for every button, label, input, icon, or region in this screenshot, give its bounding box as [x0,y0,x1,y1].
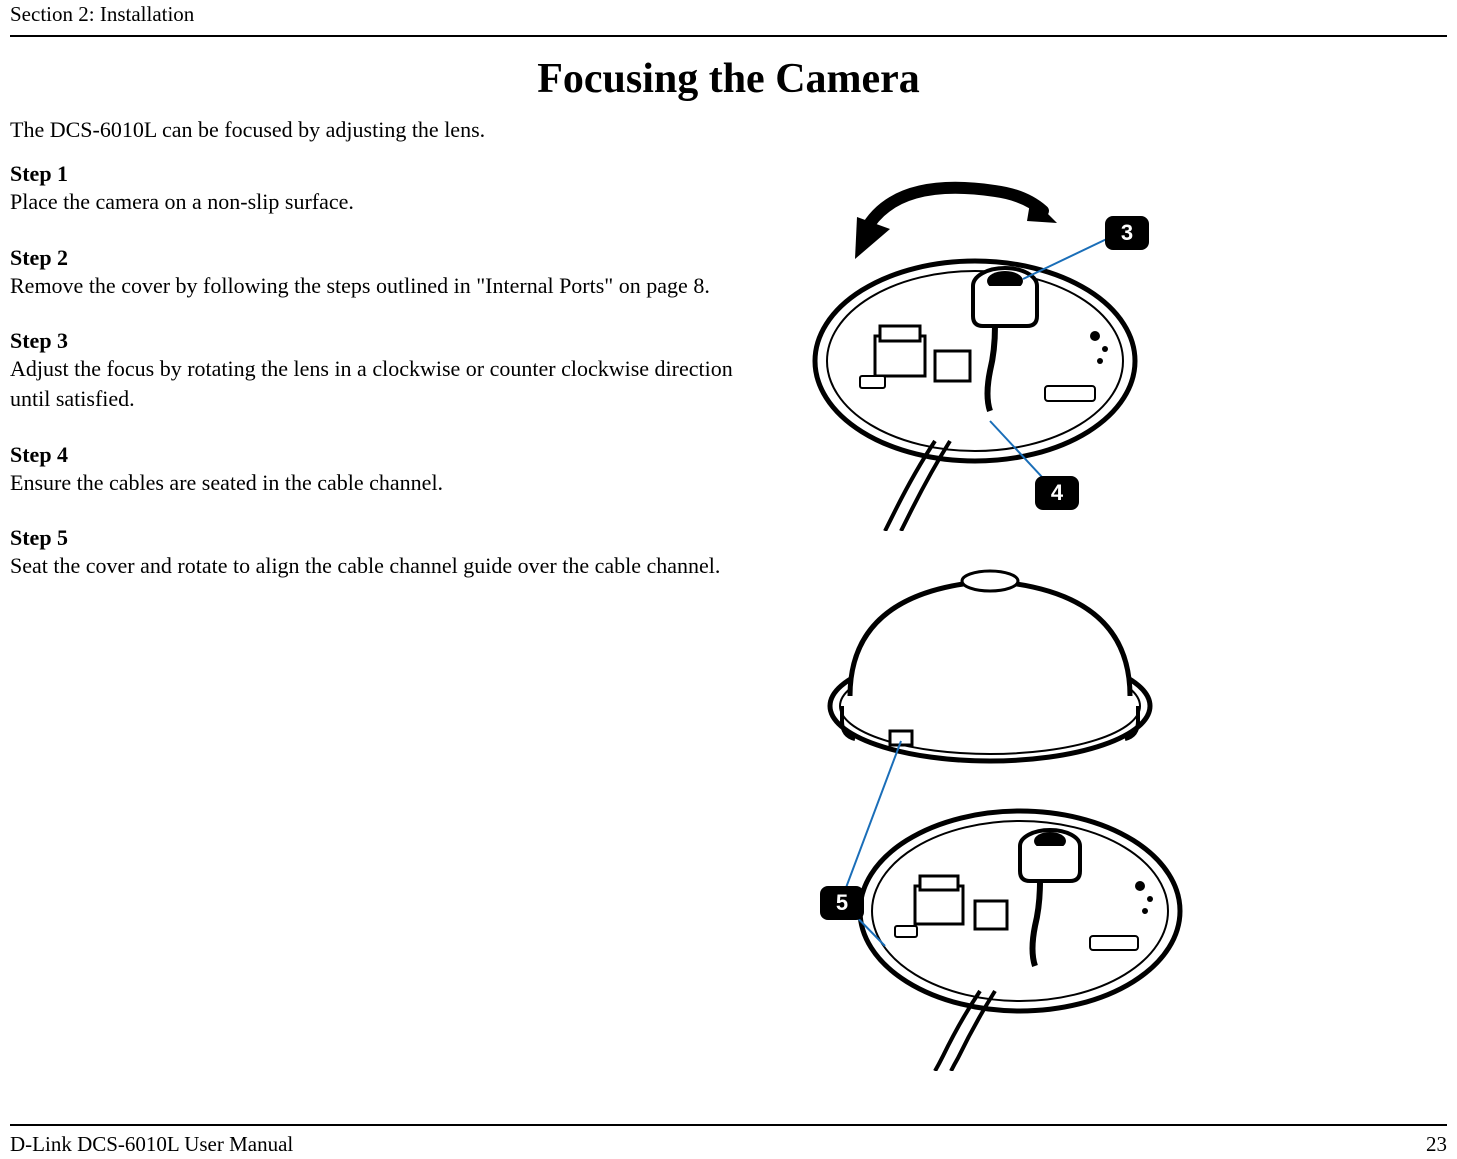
page-title: Focusing the Camera [0,55,1457,103]
step-title: Step 3 [10,328,775,354]
step-body: Place the camera on a non-slip surface. [10,187,775,217]
diagram-cover: 5 [795,551,1155,1071]
callout-cover: 5 [820,886,864,920]
content-area: Step 1 Place the camera on a non-slip su… [0,161,1457,1071]
image-column: 3 4 [795,161,1155,1071]
intro-text: The DCS-6010L can be focused by adjustin… [10,117,1447,143]
section-label: Section 2: Installation [10,2,194,27]
step-body: Seat the cover and rotate to align the c… [10,551,775,581]
step-block: Step 4 Ensure the cables are seated in t… [10,442,775,498]
camera-cover-illustration [795,551,1185,1071]
diagram-focus: 3 4 [795,161,1155,531]
manual-label: D-Link DCS-6010L User Manual [10,1132,293,1157]
camera-focus-illustration [795,161,1155,531]
step-block: Step 2 Remove the cover by following the… [10,245,775,301]
page-number: 23 [1426,1132,1447,1157]
step-body: Ensure the cables are seated in the cabl… [10,468,775,498]
step-title: Step 1 [10,161,775,187]
page-header: Section 2: Installation [10,0,1447,37]
page-footer: D-Link DCS-6010L User Manual 23 [10,1124,1447,1157]
step-body: Adjust the focus by rotating the lens in… [10,354,775,413]
text-column: Step 1 Place the camera on a non-slip su… [10,161,795,1071]
callout-lens: 3 [1105,216,1149,250]
step-block: Step 3 Adjust the focus by rotating the … [10,328,775,413]
step-body: Remove the cover by following the steps … [10,271,775,301]
step-title: Step 4 [10,442,775,468]
step-block: Step 5 Seat the cover and rotate to alig… [10,525,775,581]
step-title: Step 5 [10,525,775,551]
step-title: Step 2 [10,245,775,271]
callout-cable: 4 [1035,476,1079,510]
step-block: Step 1 Place the camera on a non-slip su… [10,161,775,217]
